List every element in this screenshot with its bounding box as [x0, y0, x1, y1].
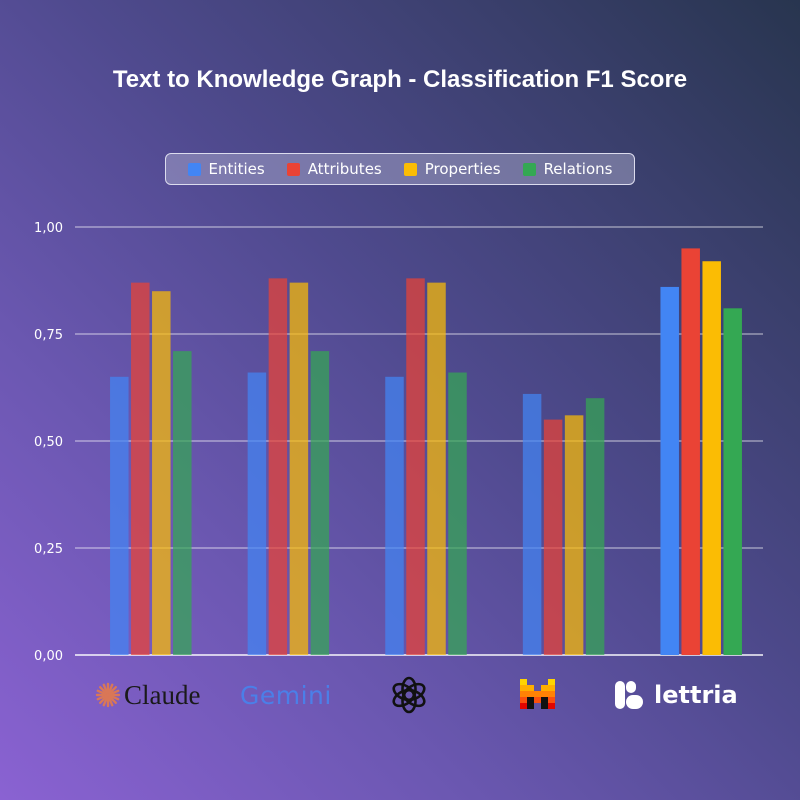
gemini-logo-text: Gemini	[240, 680, 332, 710]
lettria-mark-icon	[615, 681, 643, 709]
y-tick-label: 0,75	[34, 328, 63, 343]
bar-openai-entities[interactable]	[385, 376, 404, 655]
lettria-logo-text: lettria	[654, 681, 738, 709]
claude-logo: Claude	[95, 670, 200, 720]
gemini-logo: Gemini	[240, 670, 332, 720]
legend-label-entities: Entities	[208, 160, 265, 178]
category-logos: Claude Gemini	[0, 670, 800, 720]
bar-openai-relations[interactable]	[448, 372, 467, 655]
legend-swatch-attributes	[286, 162, 300, 176]
bar-mistral-entities[interactable]	[522, 393, 542, 655]
legend-item-attributes[interactable]: Attributes	[286, 160, 382, 178]
bar-lettria-attributes[interactable]	[681, 248, 700, 655]
openai-knot-icon	[392, 676, 426, 714]
chart-title: Text to Knowledge Graph - Classification…	[112, 66, 688, 93]
legend-label-properties: Properties	[424, 160, 501, 178]
y-tick-label: 0,50	[34, 435, 63, 450]
legend-item-entities[interactable]: Entities	[187, 160, 265, 178]
mistral-logo	[520, 670, 556, 720]
legend-item-relations[interactable]: Relations	[522, 160, 613, 178]
claude-starburst-icon	[95, 682, 121, 708]
legend-swatch-relations	[522, 162, 536, 176]
bar-mistral-properties[interactable]	[564, 415, 584, 655]
legend-swatch-entities	[187, 162, 201, 176]
bar-mistral-relations[interactable]	[585, 398, 605, 655]
legend-label-attributes: Attributes	[307, 160, 382, 178]
bar-gemini-properties[interactable]	[289, 282, 309, 655]
bar-gemini-relations[interactable]	[310, 351, 330, 655]
legend-swatch-properties	[403, 162, 417, 176]
legend-item-properties[interactable]: Properties	[403, 160, 501, 178]
legend-label-relations: Relations	[543, 160, 613, 178]
bar-gemini-entities[interactable]	[247, 372, 267, 655]
bar-mistral-attributes[interactable]	[543, 419, 563, 655]
bar-lettria-entities[interactable]	[660, 286, 679, 655]
bar-claude-entities[interactable]	[110, 376, 129, 655]
bars	[110, 248, 742, 655]
y-tick-label: 0,25	[34, 542, 63, 557]
openai-logo	[389, 670, 429, 720]
y-tick-label: 1,00	[34, 221, 63, 236]
bar-claude-relations[interactable]	[173, 351, 192, 655]
lettria-logo: lettria	[614, 670, 738, 720]
bar-gemini-attributes[interactable]	[268, 278, 288, 655]
y-axis-ticks: 0,00 0,25 0,50 0,75 1,00	[34, 221, 63, 664]
y-tick-label: 0,00	[34, 649, 63, 664]
bar-claude-attributes[interactable]	[131, 282, 150, 655]
mistral-m-icon	[520, 679, 555, 709]
bar-claude-properties[interactable]	[152, 291, 171, 655]
legend: Entities Attributes Properties Relations	[165, 153, 635, 185]
bar-lettria-relations[interactable]	[723, 308, 742, 655]
bar-lettria-properties[interactable]	[702, 261, 721, 655]
claude-logo-text: Claude	[124, 679, 201, 710]
bar-openai-attributes[interactable]	[406, 278, 425, 655]
bar-openai-properties[interactable]	[427, 282, 446, 655]
